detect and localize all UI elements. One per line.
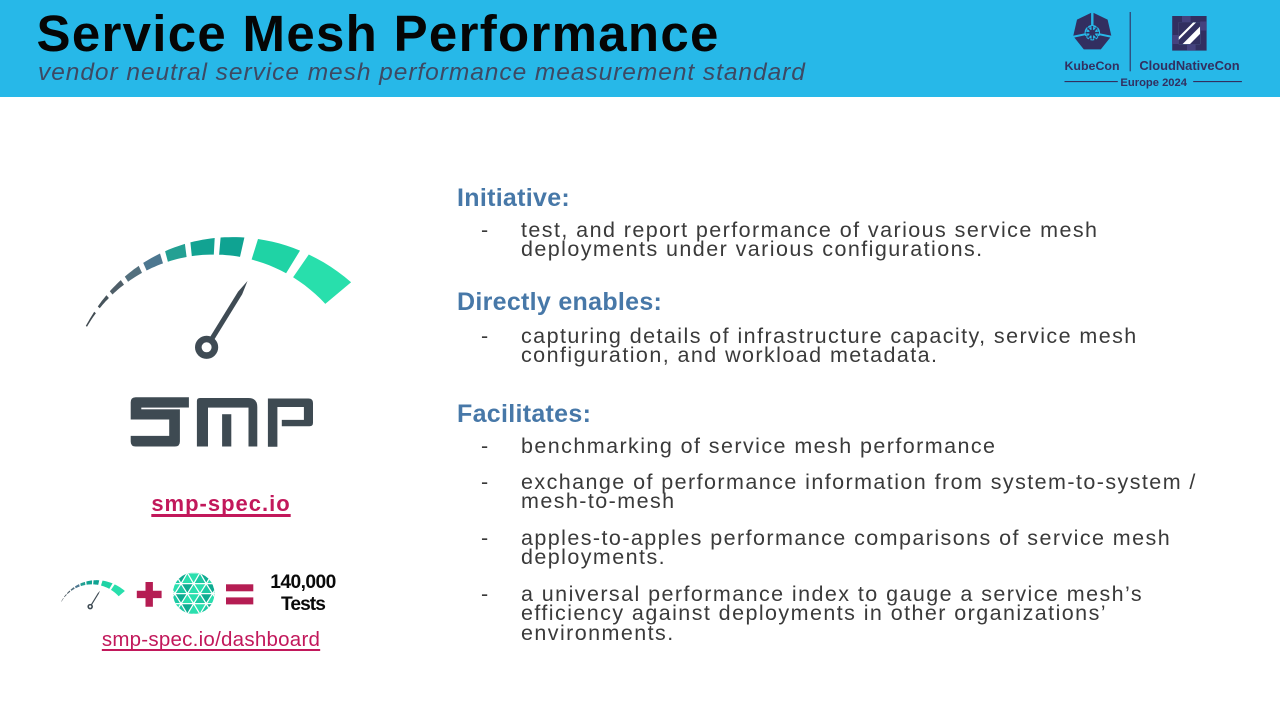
svg-text:CloudNativeCon: CloudNativeCon <box>1139 58 1239 73</box>
svg-text:Europe 2024: Europe 2024 <box>1120 77 1187 89</box>
svg-text:KubeCon: KubeCon <box>1064 59 1119 73</box>
